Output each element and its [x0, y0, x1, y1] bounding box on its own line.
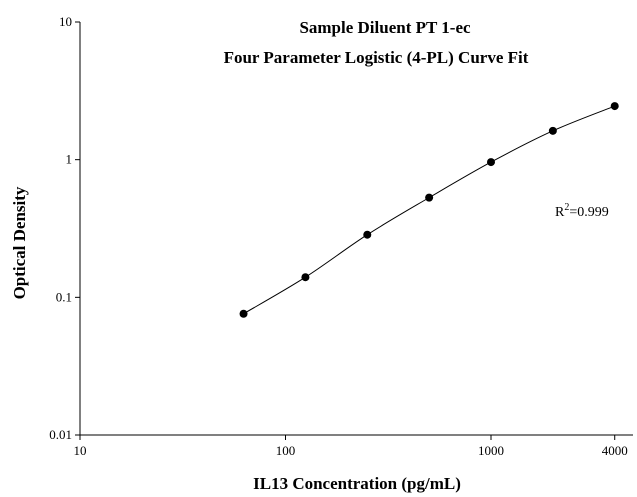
y-tick-label: 10	[59, 14, 72, 29]
data-point	[487, 158, 495, 167]
x-axis-ticks: 10 100 1000 4000	[74, 435, 628, 458]
chart-subtitle: Four Parameter Logistic (4-PL) Curve Fit	[224, 48, 529, 67]
x-tick-label: 1000	[478, 443, 504, 458]
data-point	[363, 230, 372, 239]
x-tick-label: 4000	[602, 443, 628, 458]
chart-title: Sample Diluent PT 1-ec	[299, 18, 471, 37]
x-axis-title: IL13 Concentration (pg/mL)	[253, 474, 461, 493]
x-tick-label: 10	[74, 443, 87, 458]
x-tick-label: 100	[276, 443, 296, 458]
data-points	[239, 102, 619, 318]
data-point	[239, 309, 248, 318]
data-point	[425, 193, 434, 202]
r-squared-base: R	[555, 205, 565, 220]
y-axis-ticks: 0.01 0.1 1 10	[49, 14, 80, 442]
r-squared-value: =0.999	[569, 205, 608, 220]
data-point	[548, 126, 557, 135]
y-tick-label: 1	[66, 152, 73, 167]
data-point	[610, 102, 619, 111]
y-tick-label: 0.1	[56, 289, 72, 304]
r-squared-superscript: 2	[564, 202, 569, 213]
y-axis-title: Optical Density	[10, 186, 29, 299]
r-squared-annotation: R2=0.999	[555, 202, 609, 220]
data-point	[301, 273, 310, 282]
y-tick-label: 0.01	[49, 427, 72, 442]
